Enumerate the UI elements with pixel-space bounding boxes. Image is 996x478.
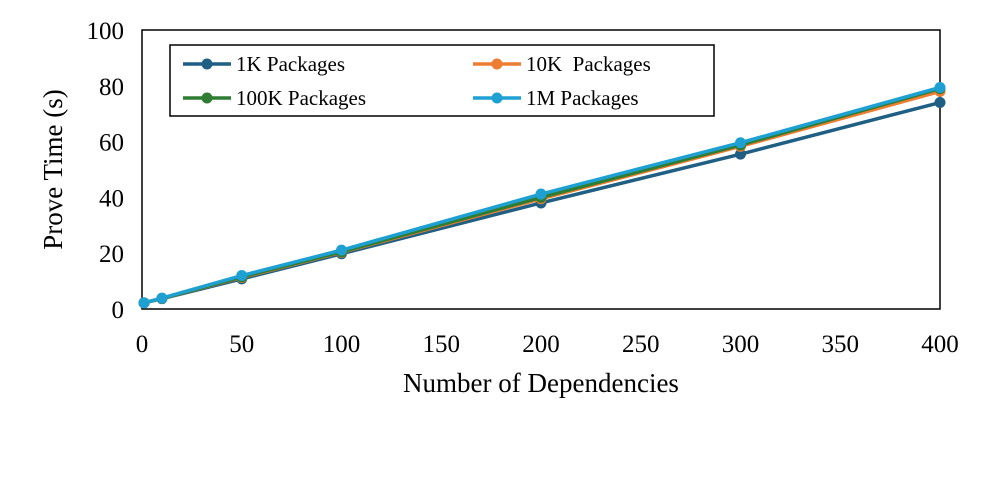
- legend-label: 1K Packages: [236, 52, 345, 76]
- data-point: [236, 270, 248, 282]
- data-point: [535, 188, 547, 200]
- series-group: [138, 81, 946, 309]
- y-tick-label: 20: [99, 241, 124, 268]
- x-tick-label: 150: [423, 331, 461, 358]
- legend-item: 1K Packages: [183, 52, 345, 76]
- y-tick-label: 100: [87, 18, 125, 45]
- y-axis-ticks: 0 20 40 60 80 100: [87, 18, 125, 324]
- x-tick-label: 250: [622, 331, 660, 358]
- legend-item: 10K Packages: [473, 52, 651, 76]
- data-point: [934, 81, 946, 93]
- y-tick-label: 40: [99, 185, 124, 212]
- legend-swatch-marker: [201, 58, 213, 70]
- legend-box: [169, 44, 715, 117]
- data-point: [735, 137, 746, 149]
- series-layer: [138, 81, 946, 309]
- x-tick-label: 200: [522, 331, 560, 358]
- x-tick-label: 50: [229, 331, 254, 358]
- legend-item: 100K Packages: [183, 86, 366, 110]
- x-axis-title: Number of Dependencies: [403, 368, 679, 398]
- y-tick-label: 80: [99, 74, 124, 101]
- legend: 1K Packages 10K Packages 100K Packages 1M P…: [169, 44, 715, 117]
- x-tick-label: 350: [822, 331, 860, 358]
- legend-swatch-marker: [491, 92, 503, 104]
- legend-label: 100K Packages: [236, 86, 366, 110]
- data-point: [138, 297, 150, 309]
- x-tick-label: 100: [323, 331, 361, 358]
- y-tick-label: 60: [99, 130, 124, 157]
- data-point: [934, 97, 946, 109]
- data-point: [336, 244, 347, 256]
- data-point: [156, 292, 168, 304]
- x-tick-label: 400: [921, 331, 959, 358]
- x-axis-ticks: 0 50 100 150 200 250 300 350 400: [136, 331, 959, 358]
- legend-label: 1M Packages: [526, 86, 639, 110]
- x-tick-label: 300: [722, 331, 760, 358]
- plot-area: [141, 29, 941, 310]
- data-point: [735, 148, 746, 160]
- y-axis-title: Prove Time (s): [38, 89, 68, 250]
- x-tick-label: 0: [136, 331, 149, 358]
- legend-label: 10K Packages: [526, 52, 651, 76]
- legend-swatch-marker: [491, 58, 503, 70]
- legend-items: 1K Packages 10K Packages 100K Packages 1M P…: [183, 52, 651, 110]
- legend-swatch-marker: [201, 92, 213, 104]
- y-tick-label: 0: [112, 297, 125, 324]
- legend-item: 1M Packages: [473, 86, 639, 110]
